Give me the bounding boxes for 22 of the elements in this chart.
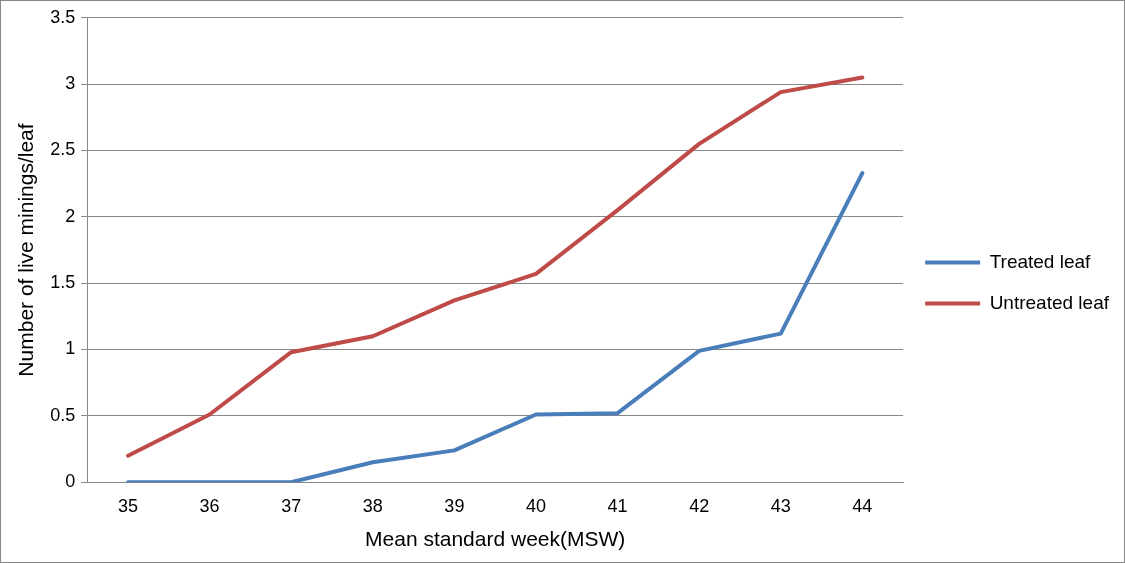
y-tick-label: 2.5 <box>50 139 76 160</box>
legend-label: Treated leaf <box>989 250 1092 272</box>
x-tick-label: 36 <box>199 495 220 516</box>
x-tick-label: 38 <box>362 495 383 516</box>
legend-label: Untreated leaf <box>989 291 1110 313</box>
x-tick-label: 35 <box>118 495 139 516</box>
x-tick-label: 41 <box>607 495 628 516</box>
y-tick-label: 2 <box>65 205 76 226</box>
y-tick-label: 1.5 <box>50 272 76 293</box>
x-tick-label: 37 <box>281 495 302 516</box>
y-axis-title: Number of live minings/leaf <box>14 123 38 377</box>
x-tick-label: 40 <box>525 495 546 516</box>
y-tick-label: 1 <box>65 338 76 359</box>
x-tick-label: 39 <box>444 495 465 516</box>
x-tick-label: 42 <box>689 495 710 516</box>
y-tick-label: 0.5 <box>50 404 76 425</box>
x-axis-title: Mean standard week(MSW) <box>365 527 626 551</box>
x-tick-label: 44 <box>852 495 873 516</box>
x-tick-label: 43 <box>770 495 791 516</box>
y-tick-label: 0 <box>65 471 76 492</box>
y-tick-label: 3 <box>65 73 76 94</box>
y-tick-label: 3.5 <box>50 6 76 27</box>
